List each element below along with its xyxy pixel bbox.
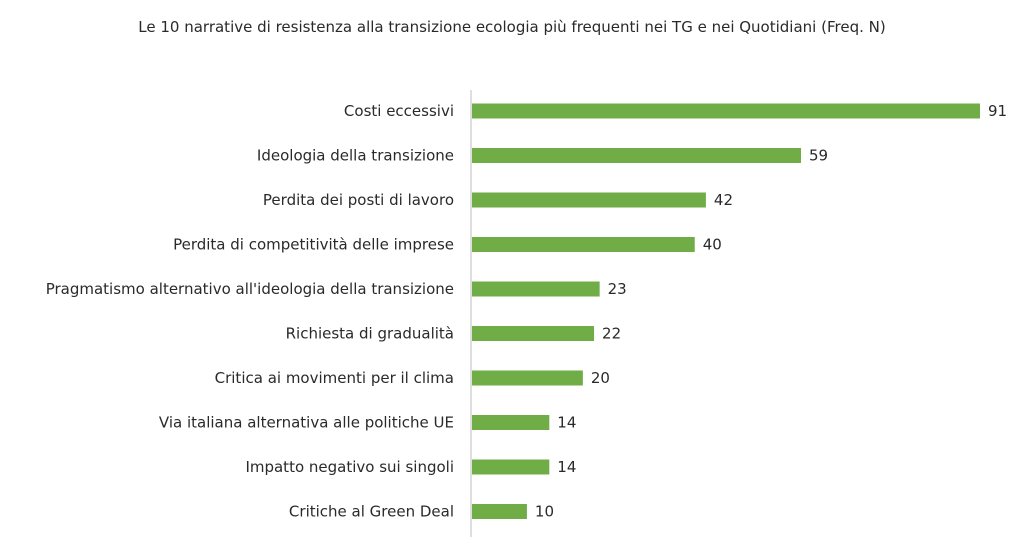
category-label: Via italiana alternativa alle politiche …	[159, 414, 454, 432]
category-label: Perdita dei posti di lavoro	[263, 191, 454, 209]
value-label: 59	[809, 147, 828, 165]
bar	[472, 459, 550, 475]
value-label: 14	[557, 458, 576, 476]
bar	[472, 370, 583, 386]
bar	[472, 326, 595, 341]
value-label: 14	[557, 414, 576, 432]
category-label: Perdita di competitività delle imprese	[173, 236, 454, 254]
value-label: 20	[591, 369, 610, 387]
category-label: Impatto negativo sui singoli	[245, 458, 454, 476]
bar	[472, 415, 550, 430]
value-label: 22	[602, 325, 621, 343]
category-label: Richiesta di gradualità	[286, 325, 454, 343]
category-label: Costi eccessivi	[344, 102, 454, 120]
bar	[472, 281, 600, 297]
category-label: Critiche al Green Deal	[289, 503, 454, 521]
value-label: 40	[703, 236, 722, 254]
category-label: Ideologia della transizione	[257, 147, 454, 165]
bar	[472, 148, 802, 163]
bar	[472, 192, 706, 208]
category-label: Pragmatismo alternativo all'ideologia de…	[46, 280, 454, 298]
value-label: 42	[714, 191, 733, 209]
bar	[472, 103, 980, 119]
category-label: Critica ai movimenti per il clima	[215, 369, 454, 387]
value-label: 23	[608, 280, 627, 298]
bar	[472, 504, 527, 519]
bar	[472, 237, 695, 252]
value-label: 91	[988, 102, 1007, 120]
value-label: 10	[535, 503, 554, 521]
chart-title: Le 10 narrative di resistenza alla trans…	[138, 18, 886, 36]
bars-group: Costi eccessivi 91 Ideologia della transiz…	[46, 102, 1007, 521]
